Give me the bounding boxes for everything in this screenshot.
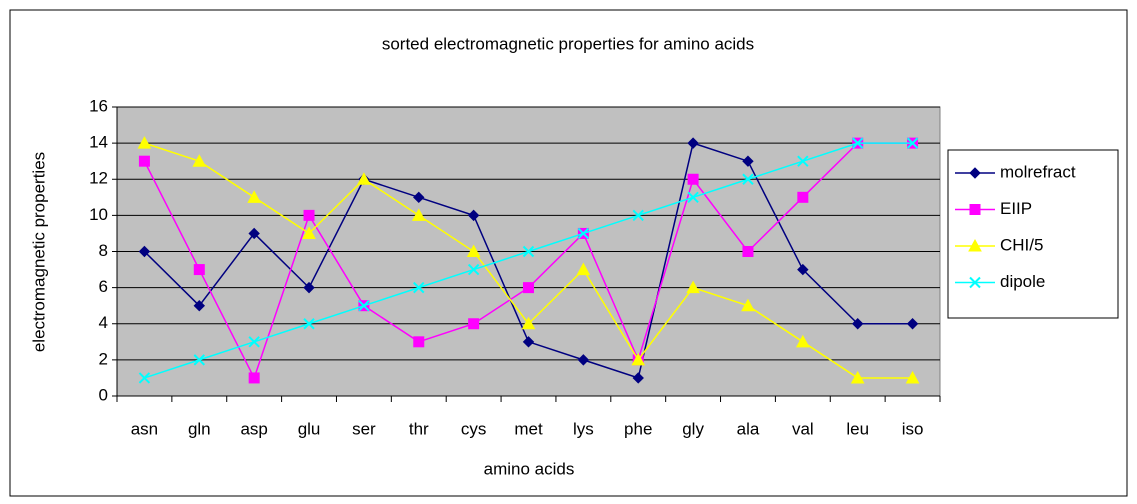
y-tick-label: 2	[99, 349, 108, 368]
x-tick-label: glu	[298, 419, 321, 438]
marker	[193, 299, 206, 312]
legend-label: EIIP	[1000, 199, 1032, 218]
x-tick-label: val	[792, 419, 814, 438]
marker	[466, 244, 481, 257]
marker	[138, 245, 151, 258]
marker	[969, 204, 981, 215]
marker	[248, 372, 260, 384]
y-tick-label: 4	[99, 313, 108, 332]
marker	[851, 318, 864, 330]
marker	[905, 370, 920, 384]
marker	[247, 190, 262, 203]
marker	[742, 155, 754, 167]
marker	[467, 209, 480, 222]
marker	[968, 238, 982, 252]
marker	[467, 263, 480, 276]
marker	[522, 336, 535, 348]
marker	[741, 298, 755, 312]
marker	[137, 136, 152, 149]
y-tick-label: 10	[89, 205, 108, 224]
x-tick-label: met	[514, 419, 543, 438]
marker	[687, 191, 699, 204]
marker	[906, 318, 919, 330]
y-tick-label: 12	[89, 169, 108, 188]
x-tick-label: ala	[737, 419, 760, 438]
y-axis-label: electromagnetic properties	[29, 152, 48, 352]
marker	[795, 334, 810, 348]
marker	[248, 227, 260, 240]
x-tick-label: thr	[409, 419, 429, 438]
marker	[742, 173, 754, 185]
marker	[468, 318, 480, 330]
y-tick-label: 6	[99, 277, 108, 296]
x-tick-label: phe	[624, 419, 652, 438]
legend-label: dipole	[1000, 272, 1045, 291]
chart-title: sorted electromagnetic properties for am…	[382, 34, 754, 53]
marker	[687, 173, 699, 185]
x-tick-label: iso	[902, 419, 924, 438]
legend	[947, 149, 1119, 319]
marker	[303, 318, 315, 330]
y-tick-label: 8	[99, 241, 108, 260]
marker	[522, 245, 535, 258]
marker	[413, 281, 425, 294]
marker	[631, 352, 646, 366]
marker	[413, 191, 425, 204]
x-tick-label: cys	[461, 419, 487, 438]
marker	[138, 372, 151, 384]
marker	[851, 137, 864, 149]
marker	[303, 281, 315, 294]
marker	[577, 227, 590, 240]
marker	[302, 226, 316, 239]
x-tick-label: gly	[682, 419, 704, 438]
marker	[577, 354, 590, 366]
marker	[969, 276, 981, 289]
marker	[193, 264, 205, 276]
marker	[358, 299, 370, 312]
x-axis-label: amino acids	[484, 459, 575, 478]
y-tick-label: 16	[89, 96, 108, 115]
marker	[413, 336, 425, 348]
marker	[521, 316, 536, 330]
marker	[411, 208, 426, 221]
marker	[797, 191, 809, 203]
marker	[797, 155, 809, 167]
x-tick-label: gln	[188, 419, 211, 438]
marker	[850, 370, 865, 384]
marker	[687, 137, 699, 149]
legend-label: CHI/5	[1000, 235, 1043, 254]
marker	[742, 246, 754, 257]
y-tick-label: 14	[89, 133, 108, 152]
marker	[193, 354, 206, 366]
marker	[138, 155, 150, 167]
marker	[686, 280, 700, 294]
marker	[357, 172, 371, 185]
marker	[632, 209, 644, 222]
marker	[523, 282, 534, 294]
x-tick-label: asp	[240, 419, 267, 438]
y-tick-label: 0	[99, 385, 108, 404]
marker	[192, 154, 207, 167]
marker	[906, 137, 919, 149]
marker	[576, 262, 591, 276]
marker	[303, 209, 315, 221]
x-tick-label: ser	[352, 419, 376, 438]
marker	[969, 167, 981, 179]
marker	[632, 372, 644, 384]
marker	[248, 336, 260, 348]
x-tick-label: leu	[846, 419, 869, 438]
marker	[797, 263, 809, 276]
legend-label: molrefract	[1000, 162, 1076, 181]
x-tick-label: asn	[131, 419, 158, 438]
x-tick-label: lys	[573, 419, 594, 438]
